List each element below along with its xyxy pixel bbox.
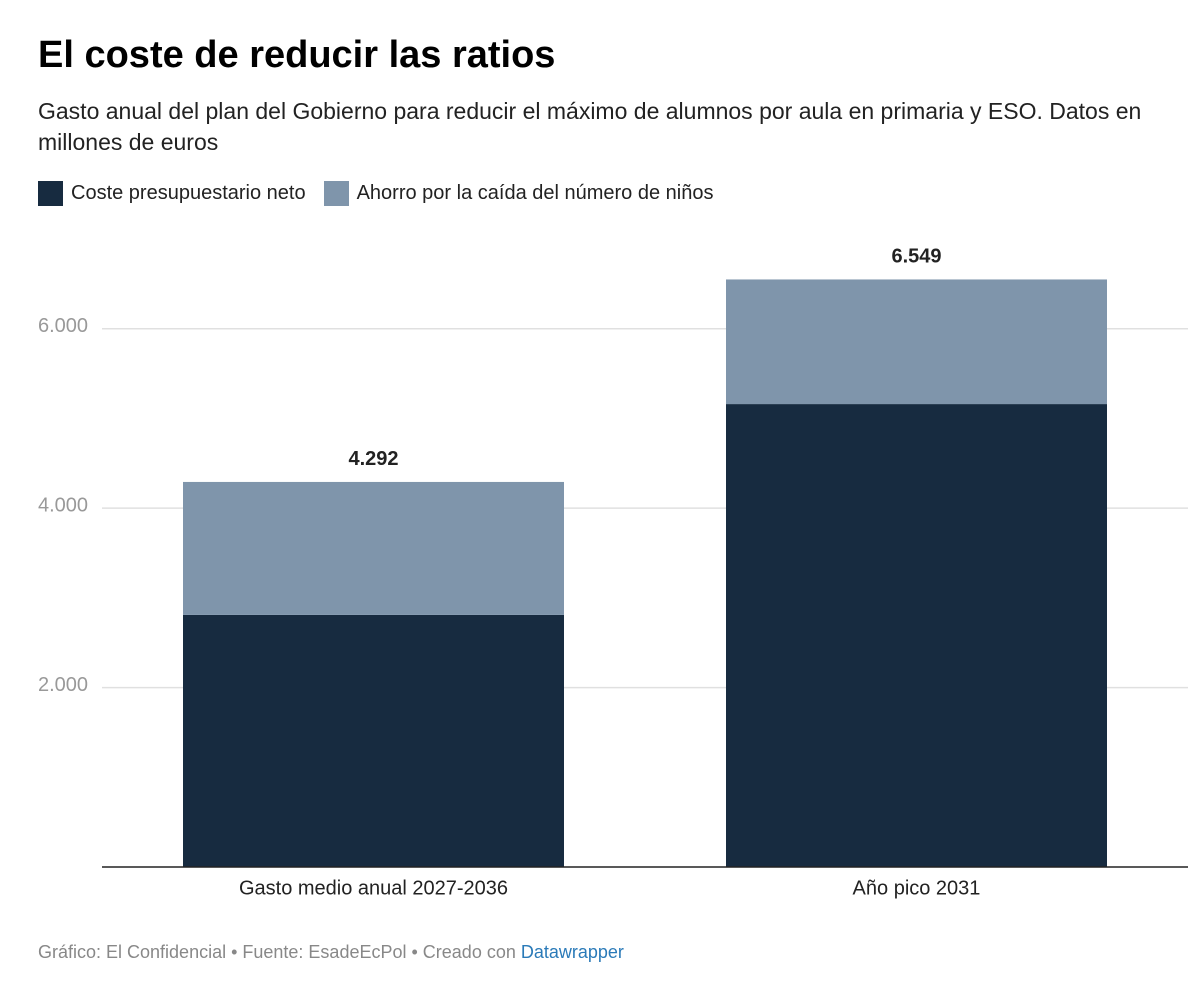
legend-swatch [38,181,63,206]
footer-link[interactable]: Datawrapper [520,942,624,962]
legend-item: Ahorro por la caída del número de niños [323,181,714,206]
legend-label: Ahorro por la caída del número de niños [356,182,714,204]
x-tick-label: Año pico 2031 [853,877,981,899]
bar-segment [183,481,564,615]
legend-label: Coste presupuestario neto [71,182,306,204]
x-tick-label: Gasto medio anual 2027-2036 [239,877,508,899]
footer: Gráfico: El Confidencial • Fuente: Esade… [38,942,624,963]
legend-swatch [323,181,349,206]
y-tick-label: 4.000 [38,494,88,516]
bar-segment [183,614,564,867]
bar-segment [726,279,1107,405]
legend-item: Coste presupuestario neto [38,181,306,206]
legend: Coste presupuestario neto Ahorro por la c… [38,181,713,206]
total-label: 4.292 [348,448,398,470]
y-tick-label: 2.000 [38,674,88,696]
y-tick-label: 6.000 [38,315,88,337]
chart-subtitle: Gasto anual del plan del Gobierno para r… [38,98,1142,155]
chart-title: El coste de reducir las ratios [38,34,556,76]
bar-segment [726,404,1107,867]
footer-text: Gráfico: El Confidencial • Fuente: Esade… [38,942,516,962]
total-label: 6.549 [891,246,941,268]
